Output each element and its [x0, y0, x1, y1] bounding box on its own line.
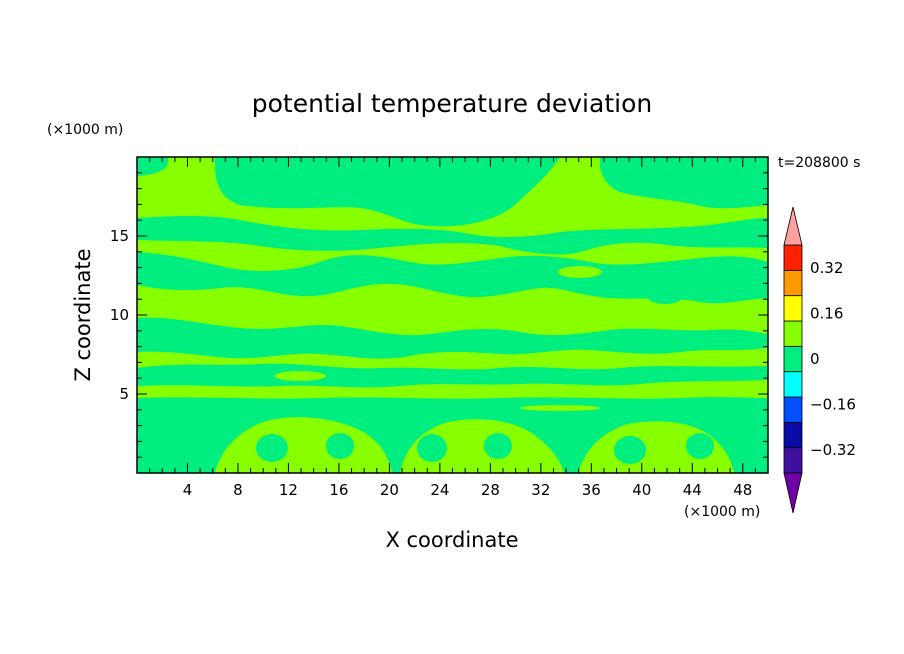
contour-region: [614, 436, 646, 464]
colorbar-swatch: [783, 269, 803, 297]
x-axis-label: X coordinate: [385, 528, 518, 552]
colorbar: 0.32 0.16 0 −0.16 −0.32: [783, 206, 856, 514]
contour-region: [484, 433, 512, 459]
contour-region: [137, 252, 768, 304]
contour-region: [256, 434, 288, 462]
x-tick-label: 12: [279, 481, 298, 499]
contour-region: [326, 433, 354, 459]
y-tick-labels: 5 10 15: [110, 227, 129, 403]
x-axis-unit: (×1000 m): [684, 504, 760, 520]
contour-region: [214, 157, 561, 227]
colorbar-label: −0.32: [810, 441, 856, 459]
axis-ticks: [137, 157, 768, 473]
contour-region: [137, 317, 768, 359]
x-tick-label: 8: [233, 481, 243, 499]
contour-region: [647, 288, 683, 304]
contour-field: [137, 157, 768, 473]
x-tick-label: 40: [632, 481, 651, 499]
contour-region: [417, 434, 447, 462]
y-tick-label: 5: [119, 385, 129, 403]
colorbar-label: 0: [810, 350, 820, 368]
x-tick-label: 32: [531, 481, 550, 499]
x-tick-label: 20: [380, 481, 399, 499]
contour-region: [137, 216, 768, 255]
y-tick-label: 10: [110, 306, 129, 324]
colorbar-swatch: [783, 396, 803, 423]
contour-region: [274, 371, 326, 381]
x-tick-label: 28: [481, 481, 500, 499]
colorbar-swatch: [783, 371, 803, 398]
colorbar-under-arrow: [783, 472, 803, 514]
colorbar-swatch: [783, 421, 803, 449]
contour-region: [704, 334, 736, 346]
colorbar-swatch: [783, 320, 803, 347]
colorbar-swatch: [783, 295, 803, 322]
y-tick-label: 15: [110, 227, 129, 245]
x-tick-label: 48: [733, 481, 752, 499]
colorbar-label: −0.16: [810, 396, 856, 414]
contour-region: [137, 157, 169, 176]
x-tick-label: 44: [683, 481, 702, 499]
x-tick-label: 36: [582, 481, 601, 499]
colorbar-label: 0.16: [810, 304, 843, 322]
contour-region: [520, 405, 600, 411]
chart-title: potential temperature deviation: [252, 89, 652, 118]
x-tick-label: 24: [430, 481, 449, 499]
contour-region: [400, 419, 564, 473]
x-tick-label: 16: [329, 481, 348, 499]
colorbar-swatch: [783, 447, 803, 474]
colorbar-swatch: [783, 244, 803, 271]
contour-region: [599, 157, 768, 209]
x-tick-labels: 4 8 12 16 20 24 28 32 36 40 44 48: [183, 481, 753, 499]
colorbar-over-arrow: [783, 206, 803, 246]
contour-region: [558, 266, 602, 278]
contour-region: [137, 363, 768, 388]
x-tick-label: 4: [183, 481, 193, 499]
contour-region: [686, 433, 714, 459]
y-axis-label: Z coordinate: [71, 248, 95, 381]
contour-region: [215, 417, 392, 473]
time-label: t=208800 s: [778, 155, 860, 171]
colorbar-label: 0.32: [810, 259, 843, 277]
colorbar-swatch: [783, 345, 803, 373]
y-axis-unit: (×1000 m): [47, 122, 123, 138]
